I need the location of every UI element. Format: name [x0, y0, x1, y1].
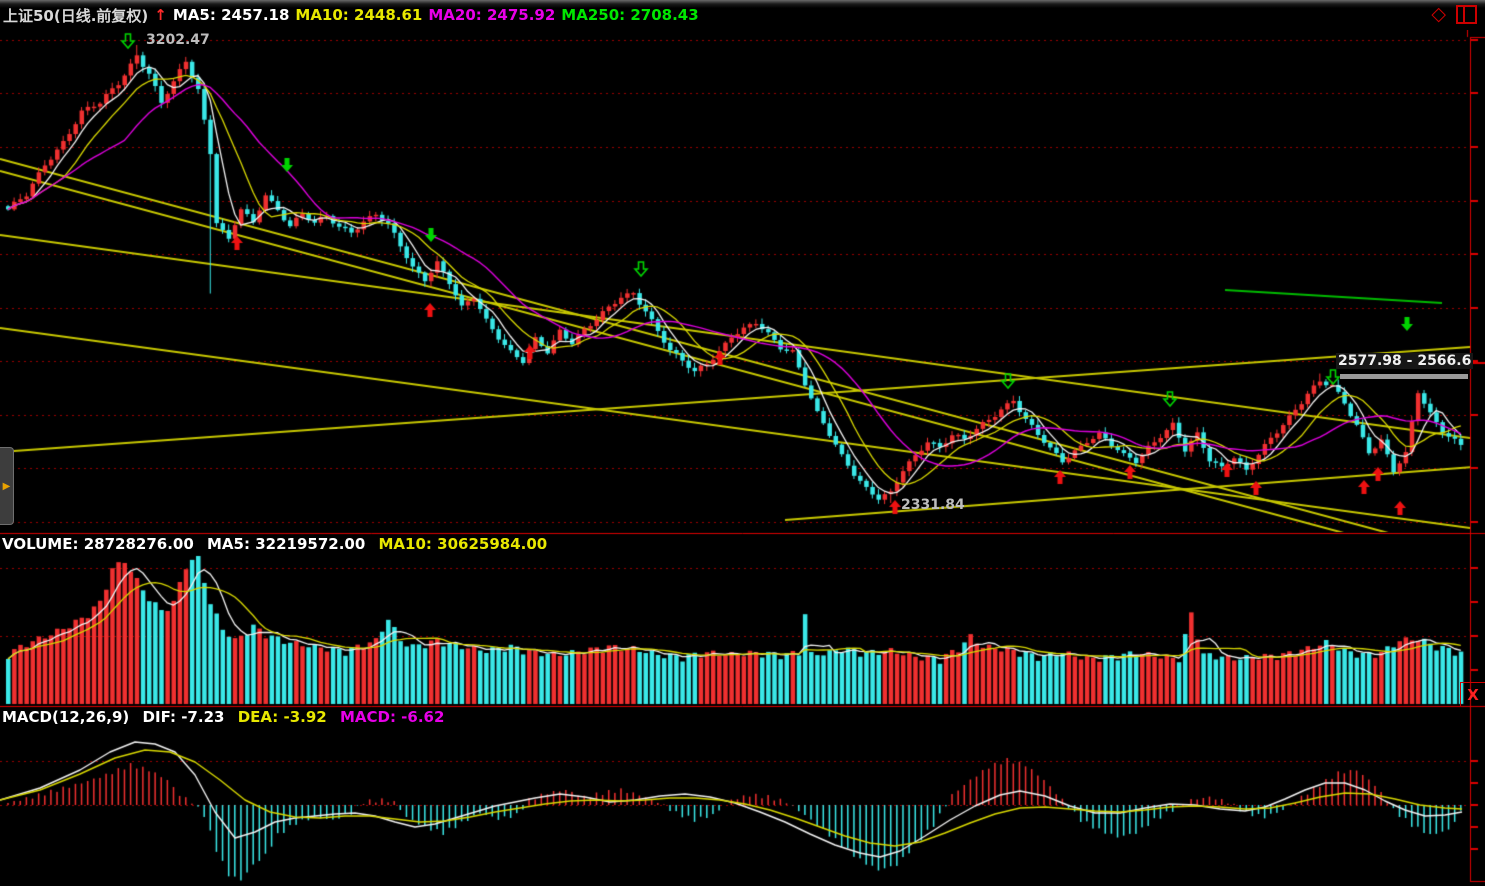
sidebar-expand-handle[interactable]: ▶	[0, 447, 14, 525]
split-window-icon[interactable]	[1456, 5, 1477, 24]
macd-formula: MACD(12,26,9)	[2, 708, 130, 726]
expand-arrow-icon: ▶	[2, 480, 11, 492]
macd-pane-header: MACD(12,26,9) DIF: -7.23 DEA: -3.92 MACD…	[2, 708, 452, 726]
close-pane-button[interactable]: X	[1460, 682, 1485, 706]
ma10-value: MA10: 2448.61	[295, 6, 423, 24]
low-price-label: 2331.84	[901, 497, 965, 513]
volume-value: VOLUME: 28728276.00	[2, 535, 194, 553]
macd-value: MACD: -6.62	[339, 708, 445, 726]
volume-pane-header: VOLUME: 28728276.00 MA5: 32219572.00 MA1…	[2, 535, 555, 553]
main-chart-header: 上证50(日线.前复权) ↑ MA5: 2457.18 MA10: 2448.6…	[0, 0, 1485, 30]
volume-ma5-value: MA5: 32219572.00	[207, 535, 366, 553]
high-price-label: 3202.47	[146, 32, 210, 48]
dea-value: DEA: -3.92	[237, 708, 327, 726]
ma20-value: MA20: 2475.92	[428, 6, 556, 24]
symbol-title: 上证50(日线.前复权)	[3, 6, 149, 25]
window-controls: ◇	[1431, 5, 1477, 24]
volume-ma10-value: MA10: 30625984.00	[378, 535, 548, 553]
price-range-label: 2577.98 - 2566.6	[1336, 353, 1474, 369]
up-arrow-icon: ↑	[154, 6, 167, 24]
diamond-icon[interactable]: ◇	[1431, 3, 1446, 25]
ma5-value: MA5: 2457.18	[172, 6, 290, 24]
ma250-value: MA250: 2708.43	[561, 6, 699, 24]
range-underline-bar	[1340, 374, 1468, 379]
dif-value: DIF: -7.23	[142, 708, 225, 726]
